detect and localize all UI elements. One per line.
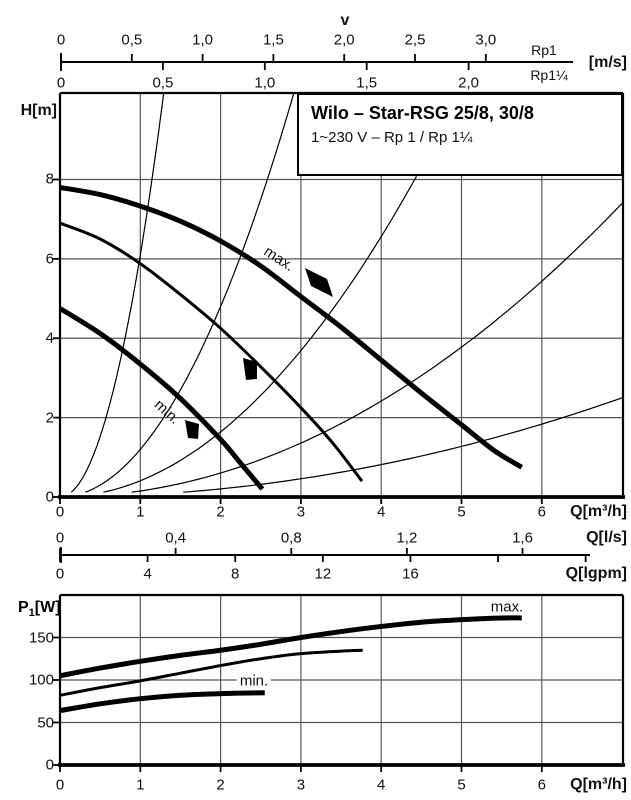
ls-tick-label: 0,4 <box>165 529 187 547</box>
rp1-tick-label: 0,5 <box>121 31 143 49</box>
power-curve-min <box>59 690 265 714</box>
power-x-tick-label: 0 <box>55 776 65 794</box>
ls-tick-label: 1,6 <box>512 529 533 547</box>
rp1-quarter-tick-label: 1,0 <box>254 74 276 92</box>
system-curve <box>131 201 624 493</box>
flag-max <box>305 268 333 297</box>
power-y-tick-label: 100 <box>28 671 54 689</box>
rp1-tick-label: 2,5 <box>404 31 426 49</box>
rp1-quarter-tick-label: 1,5 <box>356 74 378 92</box>
power-axis-label: P1[W] <box>18 599 61 620</box>
power-curve-min-label: min. <box>236 673 272 689</box>
lgpm-tick-label: 12 <box>314 565 332 583</box>
lgpm-tick-label: 0 <box>55 565 65 583</box>
flag-min <box>185 420 199 439</box>
power-curve-max-label: max. <box>487 599 527 615</box>
head-y-tick-label: 0 <box>45 488 54 506</box>
head-x-tick-label: 2 <box>216 503 225 521</box>
pump-model-title: Wilo – Star-RSG 25/8, 30/8 <box>311 103 534 123</box>
power-x-tick-label: 2 <box>216 776 225 794</box>
power-y-tick-label: 150 <box>28 629 54 646</box>
ls-tick-label: 0 <box>55 529 65 547</box>
system-curve <box>183 396 624 493</box>
power-x-tick-label: 1 <box>136 776 145 794</box>
head-x-tick-label: 5 <box>457 503 466 521</box>
rp1-quarter-tick-label: 0 <box>56 74 66 92</box>
title-box: Wilo – Star-RSG 25/8, 30/8 1~230 V – Rp … <box>297 93 623 176</box>
head-y-tick-label: 8 <box>45 170 54 188</box>
power-y-tick-label: 50 <box>37 714 54 731</box>
head-y-tick-label: 2 <box>45 409 54 427</box>
power-x-tick-label: 3 <box>296 776 306 794</box>
head-x-tick-label: 3 <box>296 503 306 521</box>
head-y-tick-label: 4 <box>45 329 54 347</box>
rp1-quarter-tick-label: 0,5 <box>152 74 174 92</box>
lgpm-tick-label: 8 <box>231 565 240 583</box>
system-curve <box>103 176 418 493</box>
rp1-tick-label: 2,0 <box>333 31 355 49</box>
head-curve-max <box>59 184 524 470</box>
flow-m3h-axis-label: Q[m³/h] <box>570 503 627 520</box>
system-curve <box>85 92 295 493</box>
power-x-tick-label: 4 <box>377 776 386 794</box>
power-curve-midspeed <box>59 648 363 697</box>
pump-electrical-subtitle: 1~230 V – Rp 1 / Rp 1¼ <box>311 129 473 146</box>
head-x-tick-label: 6 <box>537 503 546 521</box>
power-x-tick-label: 5 <box>457 776 466 794</box>
flow-lgpm-axis-label: Q[lgpm] <box>565 565 627 582</box>
head-x-tick-label: 4 <box>377 503 386 521</box>
rp1-tick-label: 3,0 <box>475 31 497 49</box>
head-y-tick-label: 6 <box>45 250 54 268</box>
lgpm-tick-label: 16 <box>402 565 419 583</box>
system-curve <box>70 92 165 493</box>
power-curve-max <box>59 615 522 679</box>
lgpm-tick-label: 4 <box>143 565 152 583</box>
rp1-tick-label: 0 <box>56 31 66 49</box>
power-x-tick-label: 6 <box>537 776 546 794</box>
velocity-axis-title: v <box>340 12 350 29</box>
power-flow-axis-label: Q[m³/h] <box>570 776 627 793</box>
velocity-unit-label: [m/s] <box>588 54 627 71</box>
ls-tick-label: 1,2 <box>396 529 418 547</box>
power-y-tick-label: 0 <box>45 756 54 774</box>
ls-tick-label: 0,8 <box>280 529 302 547</box>
head-x-tick-label: 0 <box>55 503 65 521</box>
rp1-quarter-scale-label: Rp1¼ <box>530 67 568 83</box>
flag-mid <box>243 358 257 380</box>
rp1-tick-label: 1,5 <box>262 31 284 49</box>
head-curve-midspeed <box>59 221 364 483</box>
head-curve-min <box>58 306 265 491</box>
flow-ls-axis-label: Q[l/s] <box>586 529 627 546</box>
head-axis-label: H[m] <box>20 102 57 119</box>
rp1-scale-label: Rp1 <box>531 42 557 58</box>
rp1-quarter-tick-label: 2,0 <box>458 74 480 92</box>
head-x-tick-label: 1 <box>136 503 145 521</box>
rp1-tick-label: 1,0 <box>192 31 214 49</box>
